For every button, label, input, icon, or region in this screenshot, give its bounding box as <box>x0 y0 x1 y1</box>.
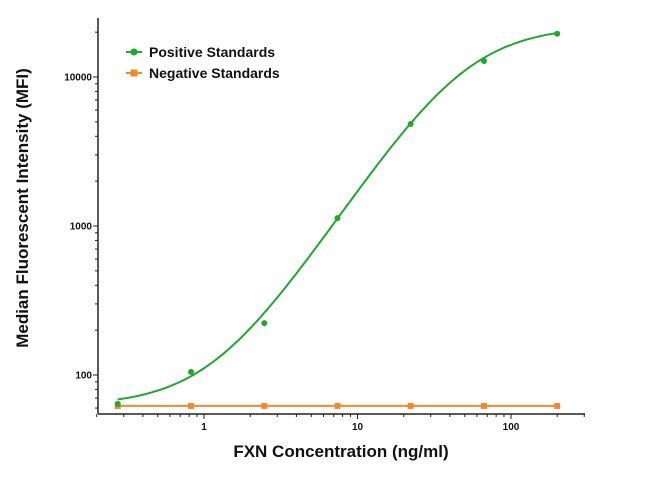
negative-data-point <box>407 402 414 409</box>
y-tick-label: 1000 <box>70 222 93 233</box>
positive-data-point <box>407 120 414 127</box>
negative-data-point <box>188 402 195 409</box>
positive-data-point <box>188 368 195 375</box>
x-tick-label: 1 <box>201 422 207 433</box>
legend: Positive Standards Negative Standards <box>126 44 280 81</box>
legend-item-positive: Positive Standards <box>126 44 275 60</box>
axes: 1 10 100 100 1000 10000 <box>64 18 585 433</box>
negative-data-point <box>334 402 341 409</box>
negative-data-point <box>481 402 488 409</box>
positive-data-point <box>261 320 268 327</box>
legend-marker-negative <box>130 69 138 77</box>
positive-data-point <box>334 215 341 222</box>
legend-item-negative: Negative Standards <box>126 65 280 81</box>
legend-label-positive: Positive Standards <box>149 44 275 60</box>
x-axis-label: FXN Concentration (ng/ml) <box>233 442 448 461</box>
x-tick-label: 10 <box>352 422 364 433</box>
negative-data-point <box>261 402 268 409</box>
positive-data-point <box>554 30 561 37</box>
x-tick-label: 100 <box>503 422 520 433</box>
y-tick-label: 100 <box>75 371 92 382</box>
y-axis-label: Median Fluorescent Intensity (MFI) <box>13 68 32 348</box>
positive-data-point <box>481 58 488 65</box>
negative-data-point <box>554 402 561 409</box>
positive-data-point <box>114 400 121 407</box>
legend-label-negative: Negative Standards <box>149 65 280 81</box>
legend-marker-positive <box>130 48 138 56</box>
y-tick-label: 10000 <box>64 73 92 84</box>
plot-area <box>114 30 561 409</box>
